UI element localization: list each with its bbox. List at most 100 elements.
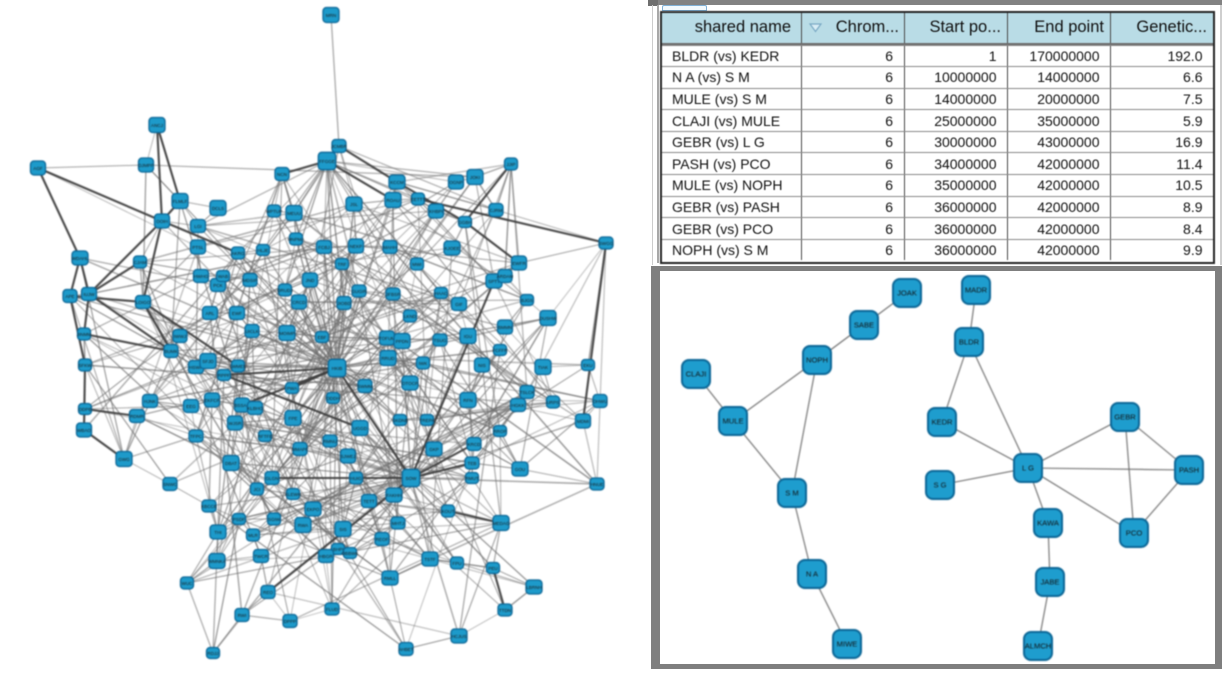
svg-text:OTOCP: OTOCP bbox=[402, 381, 418, 386]
svg-text:WMNKA: WMNKA bbox=[208, 559, 227, 564]
svg-text:TOFUM: TOFUM bbox=[379, 336, 395, 341]
svg-text:EWFR: EWFR bbox=[512, 261, 526, 266]
svg-text:TETT: TETT bbox=[363, 499, 375, 504]
svg-text:JINMM: JINMM bbox=[77, 332, 92, 337]
svg-text:OHWU: OHWU bbox=[593, 399, 608, 404]
svg-text:PASH: PASH bbox=[1179, 466, 1199, 475]
svg-text:WBAO: WBAO bbox=[77, 428, 91, 433]
svg-text:EKU: EKU bbox=[583, 363, 592, 368]
svg-text:GUGIR: GUGIR bbox=[351, 289, 367, 294]
svg-text:GEBR: GEBR bbox=[1114, 413, 1136, 422]
svg-text:SPTT: SPTT bbox=[488, 279, 500, 284]
svg-text:SFKW: SFKW bbox=[78, 363, 92, 368]
svg-text:HBGR: HBGR bbox=[319, 554, 333, 559]
svg-text:PCO: PCO bbox=[1126, 529, 1143, 538]
svg-text:SOW: SOW bbox=[406, 476, 418, 481]
svg-text:N A: N A bbox=[806, 570, 819, 579]
svg-text:KLBHO: KLBHO bbox=[247, 406, 263, 411]
svg-text:KCCM: KCCM bbox=[390, 180, 404, 185]
svg-text:APE: APE bbox=[65, 294, 74, 299]
svg-text:RWI: RWI bbox=[238, 613, 247, 618]
svg-text:MIWE: MIWE bbox=[837, 640, 858, 649]
svg-text:CJAM: CJAM bbox=[134, 260, 147, 265]
svg-text:SNWC: SNWC bbox=[163, 482, 178, 487]
svg-text:JCMBR: JCMBR bbox=[331, 144, 348, 149]
svg-text:LGI: LGI bbox=[194, 224, 201, 229]
svg-text:SFJD: SFJD bbox=[202, 359, 214, 364]
svg-text:TIAK: TIAK bbox=[538, 365, 549, 370]
svg-text:ROAU: ROAU bbox=[386, 198, 399, 203]
svg-text:RMNU: RMNU bbox=[323, 439, 337, 444]
svg-text:ARL: ARL bbox=[206, 311, 215, 316]
svg-text:PSDF: PSDF bbox=[233, 517, 245, 522]
svg-text:RPPF: RPPF bbox=[218, 373, 230, 378]
svg-text:SJWEJ: SJWEJ bbox=[340, 454, 355, 459]
svg-text:HAAC: HAAC bbox=[435, 291, 448, 296]
svg-text:MAHH: MAHH bbox=[383, 245, 397, 250]
svg-text:JSL: JSL bbox=[350, 202, 358, 207]
svg-text:IWWJ: IWWJ bbox=[174, 334, 186, 339]
svg-text:JJIP: JJIP bbox=[507, 162, 516, 167]
svg-text:BLDR: BLDR bbox=[959, 338, 980, 347]
svg-text:WAB: WAB bbox=[218, 274, 228, 279]
svg-text:MMAPF: MMAPF bbox=[292, 447, 309, 452]
svg-text:RMUT: RMUT bbox=[465, 476, 478, 481]
svg-text:GKP: GKP bbox=[429, 447, 439, 452]
svg-text:FFGGE: FFGGE bbox=[319, 159, 335, 164]
svg-text:HGKK: HGKK bbox=[511, 403, 525, 408]
svg-text:RDMR: RDMR bbox=[130, 414, 144, 419]
svg-text:GWG: GWG bbox=[118, 457, 130, 462]
svg-text:GOU: GOU bbox=[515, 467, 525, 472]
svg-text:S G: S G bbox=[933, 481, 946, 490]
svg-text:FCFFR: FCFFR bbox=[492, 348, 508, 353]
svg-text:WUC: WUC bbox=[182, 581, 194, 586]
svg-text:NCN: NCN bbox=[277, 172, 287, 177]
svg-text:MHTJ: MHTJ bbox=[392, 521, 404, 526]
svg-text:ARDAM: ARDAM bbox=[497, 274, 514, 279]
svg-text:RROP: RROP bbox=[493, 429, 506, 434]
svg-text:KJOEE: KJOEE bbox=[444, 246, 459, 251]
svg-text:MNPMA: MNPMA bbox=[287, 237, 305, 242]
svg-text:S M: S M bbox=[785, 489, 799, 498]
svg-text:JIOBD: JIOBD bbox=[337, 301, 351, 306]
svg-text:RFTFE: RFTFE bbox=[258, 434, 273, 439]
svg-text:LBHPH: LBHPH bbox=[330, 547, 345, 552]
svg-text:ODDH: ODDH bbox=[326, 396, 340, 401]
svg-text:PEU: PEU bbox=[488, 566, 497, 571]
svg-text:ANCJ: ANCJ bbox=[151, 123, 163, 128]
svg-text:MWI: MWI bbox=[412, 262, 421, 267]
svg-text:JND: JND bbox=[306, 278, 316, 283]
svg-text:AGF: AGF bbox=[33, 166, 43, 171]
svg-text:CRCD: CRCD bbox=[292, 300, 306, 305]
svg-text:MRN: MRN bbox=[326, 13, 336, 18]
svg-text:EKFCP: EKFCP bbox=[204, 398, 219, 403]
svg-text:REOF: REOF bbox=[376, 537, 389, 542]
svg-text:EBF: EBF bbox=[318, 335, 327, 340]
svg-text:DBAT: DBAT bbox=[225, 461, 237, 466]
svg-text:LKND: LKND bbox=[404, 314, 417, 319]
svg-text:KEDR: KEDR bbox=[931, 418, 953, 427]
svg-text:KBCCB: KBCCB bbox=[201, 504, 217, 509]
svg-text:TREPA: TREPA bbox=[420, 418, 436, 423]
svg-text:BJGS: BJGS bbox=[521, 298, 533, 303]
svg-text:SWMM: SWMM bbox=[357, 384, 372, 389]
svg-text:EETTT: EETTT bbox=[411, 197, 426, 202]
svg-text:FCBJ: FCBJ bbox=[318, 245, 329, 250]
svg-text:CJRM: CJRM bbox=[490, 208, 503, 213]
svg-text:TSLCK: TSLCK bbox=[520, 390, 536, 395]
svg-text:IGU: IGU bbox=[464, 334, 472, 339]
svg-text:HKIB: HKIB bbox=[332, 366, 343, 371]
svg-text:RFN: RFN bbox=[463, 398, 472, 403]
svg-text:MADR: MADR bbox=[965, 286, 988, 295]
svg-text:MLR: MLR bbox=[248, 533, 258, 538]
svg-text:NIS: NIS bbox=[478, 363, 486, 368]
svg-text:GLGN: GLGN bbox=[265, 476, 278, 481]
svg-text:FLMLF: FLMLF bbox=[173, 199, 188, 204]
svg-text:UGGD: UGGD bbox=[353, 426, 367, 431]
svg-text:MEDAG: MEDAG bbox=[493, 521, 510, 526]
svg-text:HJNK: HJNK bbox=[144, 399, 157, 404]
svg-text:NEKP: NEKP bbox=[350, 244, 363, 249]
svg-text:RWA: RWA bbox=[298, 523, 309, 528]
svg-text:ALMCH: ALMCH bbox=[1025, 642, 1052, 651]
svg-text:HCJUS: HCJUS bbox=[451, 634, 466, 639]
